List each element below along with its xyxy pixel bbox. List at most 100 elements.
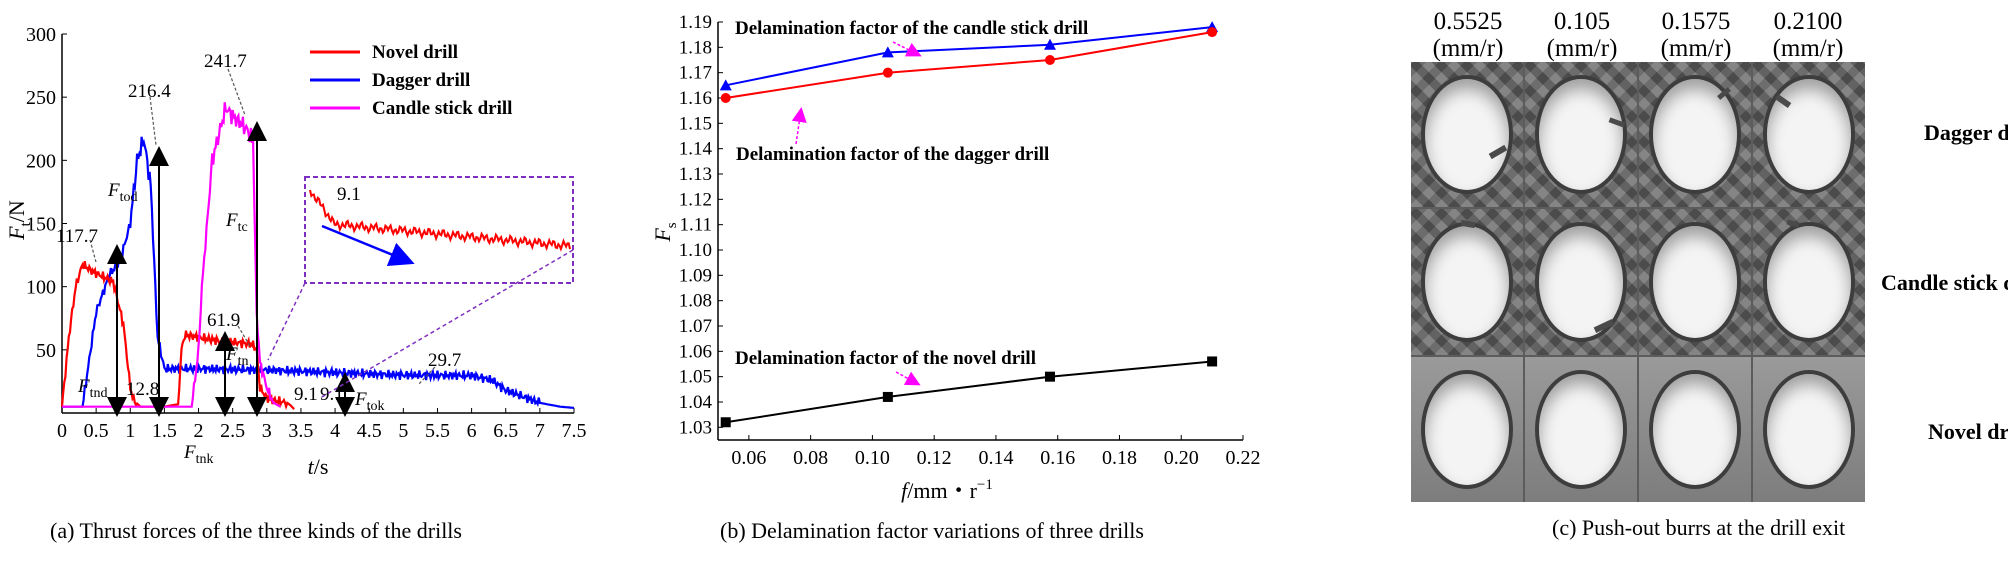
speed-label-1: 0.5525 (mm/r): [1408, 8, 1528, 62]
chart-b-y-tick-label: 1.08: [679, 291, 712, 312]
speed-value: 0.5525: [1433, 8, 1503, 35]
push-out-burrs-panel: 0.5525 (mm/r) 0.105 (mm/r) 0.1575 (mm/r) 0.…: [1400, 0, 2008, 566]
chart-b-x-tick-label: 0.06: [731, 447, 766, 469]
annotation-candle-stick: Delamination factor of the candle stick …: [735, 18, 1088, 39]
chart-a-x-tick-label: 6: [467, 420, 477, 442]
legend-novel-label: Novel drill: [372, 42, 458, 63]
chart-b-point-novel-drill: [882, 391, 893, 402]
chart-a-y-tick-label: 100: [26, 277, 56, 299]
annotation-241-7: 241.7: [204, 51, 247, 72]
chart-b-y-tick-label: 1.07: [679, 316, 712, 337]
chart-b-point-dagger-drill: [882, 67, 893, 78]
chart-b-line-candle-stick-drill: [725, 26, 1213, 87]
chart-b-y-tick-label: 1.17: [679, 63, 712, 84]
drilled-hole: [1421, 369, 1513, 489]
chart-a-callouts: [89, 68, 436, 386]
legend-dagger-label: Dagger drill: [372, 70, 470, 91]
chart-a-ylabel: Ft/N: [4, 200, 34, 241]
chart-b-point-dagger-drill: [1207, 27, 1218, 38]
speed-unit: (mm/r): [1432, 35, 1504, 62]
annotation-9-1-a: 9.1: [294, 384, 318, 405]
speed-unit: (mm/r): [1660, 35, 1732, 62]
annotation-61-9: 61.9: [207, 310, 240, 331]
chart-b-x-tick-label: 0.18: [1102, 447, 1137, 469]
label-ftc: Ftc: [225, 210, 248, 235]
annotation-9-1-b: 9.1: [320, 384, 344, 405]
chart-b-ylabel: Fs: [650, 222, 680, 242]
chart-b-y-tick-label: 1.11: [679, 215, 712, 236]
chart-b-y-tick-label: 1.12: [679, 189, 712, 210]
chart-b-x-tick-label: 0.16: [1040, 447, 1075, 469]
chart-b-point-novel-drill: [720, 417, 731, 428]
chart-a-x-tick-label: 3: [262, 420, 272, 442]
chart-b-point-candle-stick-drill: [1043, 38, 1056, 50]
burr-photo-novel-2: [1525, 356, 1637, 502]
chart-a-y-tick-label: 50: [36, 340, 56, 362]
chart-b-point-dagger-drill: [1044, 55, 1055, 65]
burr-photo-candle-3: [1639, 209, 1751, 355]
annotation-216-4: 216.4: [128, 81, 171, 102]
speed-value: 0.2100: [1773, 8, 1843, 35]
chart-b-axes: 0.06 0.08 0.10 0.12 0.14 0.16 0.18 0.20 0.22 1.03…: [679, 12, 1261, 469]
chart-a-x-tick-label: 0: [57, 420, 67, 442]
burr-photo-novel-3: [1639, 356, 1751, 502]
chart-b-point-novel-drill: [1207, 356, 1218, 367]
chart-a-arrows: [107, 121, 355, 417]
chart-a-x-tick-label: 7.5: [562, 420, 587, 442]
label-ftn: Ftn: [225, 344, 249, 369]
chart-a-y-tick-label: 300: [26, 24, 56, 46]
chart-b-caption: (b) Delamination factor variations of th…: [720, 518, 1144, 543]
chart-a-force-labels: Ftod Ftc Ftnd Ftn Ftnk Ftok: [77, 180, 385, 467]
chart-b-annotations: Delamination factor of the candle stick …: [735, 18, 1088, 369]
chart-a-axes: 0 0.5 1 1.5 2 2.5 3 3.5 4 4.5 5 5.5 6 6.5 7 7.5 50 100 150…: [26, 24, 587, 442]
chart-b-y-tick-label: 1.18: [679, 37, 712, 58]
row-label-dagger: Dagger drill: [1924, 120, 2008, 145]
annotation-29-7: 29.7: [428, 350, 461, 371]
drilled-hole: [1763, 222, 1855, 342]
annotation-novel: Delamination factor of the novel drill: [735, 348, 1036, 369]
annotation-dagger: Delamination factor of the dagger drill: [736, 144, 1049, 165]
chart-b-y-tick-label: 1.05: [679, 367, 712, 388]
chart-b-x-tick-label: 0.22: [1226, 447, 1261, 469]
burr-photo-dagger-2: [1525, 62, 1637, 208]
row-label-candle: Candle stick drill: [1881, 270, 2008, 295]
speed-value: 0.105: [1553, 8, 1611, 35]
label-ftnk: Ftnk: [183, 442, 214, 467]
annotation-117-7: 117.7: [56, 226, 98, 247]
label-ftod: Ftod: [107, 180, 138, 205]
chart-b-x-tick-label: 0.08: [793, 447, 828, 469]
burr-photo-dagger-4: [1753, 62, 1865, 208]
chart-a-y-tick-label: 200: [26, 150, 56, 172]
chart-a-inset: 9.1: [267, 176, 574, 399]
chart-a-annotations: 117.7 216.4 241.7 61.9 12.8 29.7 9.1 9.1: [56, 51, 461, 405]
label-ftnd: Ftnd: [77, 376, 108, 401]
thrust-force-chart: 0 0.5 1 1.5 2 2.5 3 3.5 4 4.5 5 5.5 6 6.5 7 7.5 50 100 150…: [4, 24, 587, 543]
chart-b-y-tick-label: 1.03: [679, 417, 712, 438]
burr-photo-dagger-1: [1411, 62, 1523, 208]
chart-b-point-candle-stick-drill: [881, 46, 894, 58]
drilled-hole: [1421, 222, 1513, 342]
speed-label-2: 0.105 (mm/r): [1522, 8, 1642, 62]
chart-c-caption: (c) Push-out burrs at the drill exit: [1552, 515, 1846, 540]
chart-a-x-tick-label: 1: [125, 420, 135, 442]
drilled-hole: [1535, 75, 1627, 195]
chart-b-y-tick-label: 1.04: [679, 392, 713, 413]
drilled-hole: [1421, 75, 1513, 195]
chart-b-y-tick-label: 1.06: [679, 341, 712, 362]
drilled-hole: [1649, 222, 1741, 342]
chart-b-y-tick-label: 1.09: [679, 265, 712, 286]
speed-value: 0.1575: [1661, 8, 1731, 35]
chart-b-x-tick-label: 0.10: [855, 447, 890, 469]
chart-a-x-tick-label: 7: [535, 420, 545, 442]
chart-b-y-tick-label: 1.10: [679, 240, 712, 261]
burr-photo-grid: [1411, 62, 1865, 502]
chart-a-x-tick-label: 6.5: [493, 420, 518, 442]
delamination-chart: 0.06 0.08 0.10 0.12 0.14 0.16 0.18 0.20 0.22 1.03…: [650, 12, 1261, 543]
row-label-novel: Novel drill: [1928, 419, 2008, 444]
chart-b-point-candle-stick-drill: [719, 79, 732, 91]
burr-photo-candle-4: [1753, 209, 1865, 355]
burr-photo-novel-1: [1411, 356, 1523, 502]
chart-a-x-tick-label: 4.5: [357, 420, 382, 442]
drilled-hole: [1763, 369, 1855, 489]
speed-unit: (mm/r): [1546, 35, 1618, 62]
